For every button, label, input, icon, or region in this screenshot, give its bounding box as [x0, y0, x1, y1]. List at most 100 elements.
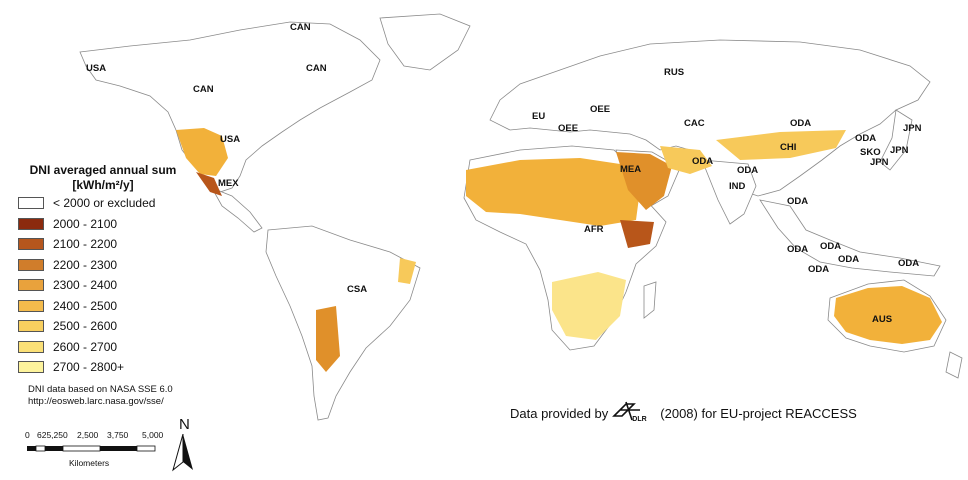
region-label-eu: EU [532, 111, 545, 122]
land-eurasia [489, 39, 931, 197]
land-japan [879, 109, 913, 171]
legend-label: 2200 - 2300 [53, 257, 118, 272]
legend-swatch [18, 299, 44, 312]
land-new-zealand [945, 351, 963, 379]
region-label-usa: USA [220, 134, 240, 145]
region-label-csa: CSA [347, 284, 367, 295]
dni-australia [834, 286, 942, 344]
region-label-oda-sea3: ODA [820, 241, 841, 252]
scale-tick-2500: 2,500 [77, 430, 99, 440]
region-label-oda-mideast: ODA [692, 156, 713, 167]
legend-label: 2700 - 2800+ [53, 360, 125, 375]
land-central-america [211, 187, 263, 233]
north-arrow: N [171, 416, 195, 472]
legend-label: 2300 - 2400 [53, 278, 118, 293]
region-label-oee-2: OEE [558, 123, 578, 134]
region-label-oda-sea2: ODA [787, 244, 808, 255]
legend-swatch [18, 238, 44, 251]
legend-label: 2400 - 2500 [53, 298, 118, 313]
region-label-mex: MEX [218, 178, 239, 189]
region-label-can-main: CAN [193, 84, 214, 95]
region-label-oee-1: OEE [590, 104, 610, 115]
region-label-oda-korea: ODA [855, 133, 876, 144]
legend-item: 2300 - 2400 [18, 275, 218, 296]
dni-andes [316, 306, 340, 372]
region-label-mea: MEA [620, 164, 641, 175]
region-label-jpn-2: JPN [890, 145, 909, 156]
region-label-oda-india: ODA [737, 165, 758, 176]
legend-item: 2400 - 2500 [18, 296, 218, 317]
region-label-afr: AFR [584, 224, 604, 235]
region-label-can-north: CAN [290, 22, 311, 33]
dlr-logo: DLR [612, 398, 656, 428]
legend-swatch [18, 361, 44, 374]
dni-iran [660, 146, 712, 174]
dni-east-africa [620, 220, 654, 248]
credit-suffix: (2008) for EU-project REACCESS [660, 405, 857, 421]
scale-units: Kilometers [69, 458, 110, 468]
dni-zones [176, 128, 942, 372]
land-greenland [379, 13, 471, 71]
legend-item: 2200 - 2300 [18, 255, 218, 276]
legend-label: 2500 - 2600 [53, 319, 118, 334]
scale-bar-graphic [27, 445, 156, 452]
scale-tick-labels: 0 625,250 2,500 3,750 5,000 [25, 430, 175, 441]
region-label-aus: AUS [872, 314, 892, 325]
dni-sahara [466, 158, 640, 226]
legend-item: 2500 - 2600 [18, 316, 218, 337]
region-label-oda-pacific: ODA [898, 258, 919, 269]
north-arrow-icon [172, 434, 193, 472]
scale-bar: 0 625,250 2,500 3,750 5,000 Kilometers [25, 430, 175, 470]
region-label-oda-sea4: ODA [838, 254, 859, 265]
legend-title-line1: DNI averaged annual sum [29, 163, 177, 177]
legend-item: 2000 - 2100 [18, 214, 218, 235]
source-url: http://eosweb.larc.nasa.gov/sse/ [28, 396, 164, 407]
source-line1: DNI data based on NASA SSE 6.0 [28, 384, 173, 395]
region-label-jpn-3: JPN [870, 157, 889, 168]
region-label-can-east: CAN [306, 63, 327, 74]
land-madagascar [643, 281, 657, 319]
data-source-note: DNI data based on NASA SSE 6.0 http://eo… [28, 384, 173, 408]
dni-central-asia [716, 130, 846, 160]
dlr-logo-text: DLR [632, 416, 647, 423]
data-credit: Data provided by DLR (2008) for EU-proje… [510, 398, 857, 428]
legend-item: 2700 - 2800+ [18, 357, 218, 378]
legend-swatch [18, 320, 44, 333]
region-label-ind: IND [729, 181, 746, 192]
legend: DNI averaged annual sum [kWh/m²/y] < 200… [18, 163, 218, 378]
region-label-usa-alaska: USA [86, 63, 106, 74]
legend-swatch [18, 279, 44, 292]
legend-swatch [18, 340, 44, 353]
region-label-oda-sea1: ODA [787, 196, 808, 207]
land-southeast-asia [759, 199, 941, 277]
region-label-jpn-1: JPN [903, 123, 922, 134]
legend-swatch [18, 258, 44, 271]
scale-tick-3750: 3,750 [107, 430, 129, 440]
legend-item: 2600 - 2700 [18, 337, 218, 358]
land-south-america [265, 225, 421, 421]
legend-label: < 2000 or excluded [53, 196, 156, 211]
legend-label: 2000 - 2100 [53, 216, 118, 231]
region-label-rus: RUS [664, 67, 684, 78]
dni-south-america-north [398, 258, 416, 284]
region-labels: CAN USA CAN CAN USA MEX CSA RUS EU OEE O… [86, 22, 922, 325]
land-north-america [79, 21, 381, 193]
scale-tick-625-1250: 625,250 [37, 430, 68, 440]
region-label-cac: CAC [684, 118, 705, 129]
region-label-chi: CHI [780, 142, 796, 153]
scale-tick-0: 0 [25, 430, 30, 440]
legend-swatch [18, 197, 44, 210]
dni-middle-east [616, 152, 672, 210]
dni-mexico [196, 172, 222, 196]
dlr-logo-icon [612, 401, 641, 421]
north-label: N [179, 416, 190, 433]
region-label-oda-north: ODA [790, 118, 811, 129]
legend-title: DNI averaged annual sum [kWh/m²/y] [18, 163, 188, 193]
region-label-oda-sea5: ODA [808, 264, 829, 275]
dni-south-africa [552, 272, 626, 340]
legend-title-line2: [kWh/m²/y] [72, 178, 134, 192]
legend-label: 2100 - 2200 [53, 237, 118, 252]
scale-tick-5000: 5,000 [142, 430, 164, 440]
dni-usa-southwest [176, 128, 228, 176]
